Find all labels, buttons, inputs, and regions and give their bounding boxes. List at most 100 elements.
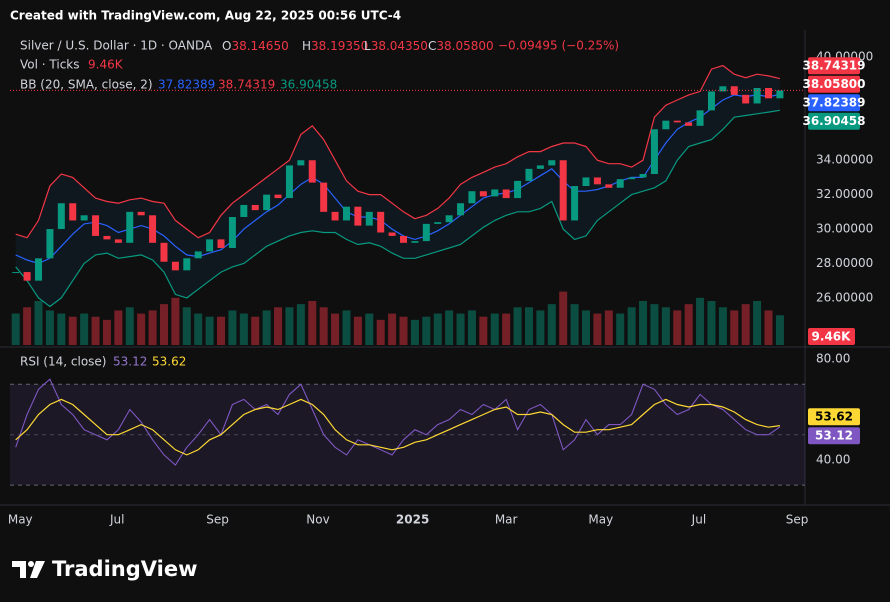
bb-upper-value: 38.74319 bbox=[218, 78, 275, 92]
volume-bar bbox=[684, 304, 693, 345]
volume-bar bbox=[308, 301, 317, 345]
volume-bar bbox=[34, 301, 43, 345]
rsi-value: 53.12 bbox=[113, 355, 147, 369]
volume-bar bbox=[502, 313, 511, 345]
x-tick-label: May bbox=[588, 513, 613, 527]
candle bbox=[525, 168, 533, 181]
volume-bar bbox=[410, 319, 419, 345]
volume-bar bbox=[217, 316, 226, 345]
volume-bar bbox=[11, 313, 20, 345]
ohlc-key: O bbox=[222, 39, 231, 53]
logo-text: TradingView bbox=[52, 557, 197, 581]
candle bbox=[673, 120, 681, 123]
candle bbox=[331, 211, 339, 221]
volume-bar bbox=[559, 291, 568, 345]
volume-bar bbox=[148, 310, 157, 345]
volume-bar bbox=[365, 313, 374, 345]
ohlc-value: 38.14650 bbox=[231, 39, 288, 53]
candle bbox=[137, 211, 145, 216]
candle bbox=[69, 203, 77, 221]
candle bbox=[57, 203, 65, 230]
volume-bar bbox=[228, 310, 237, 345]
candle bbox=[434, 222, 442, 224]
volume-legend: Vol · Ticks bbox=[20, 58, 80, 72]
candle bbox=[650, 129, 658, 175]
volume-bar bbox=[707, 301, 716, 345]
x-tick-label: Jul bbox=[109, 513, 124, 527]
candle bbox=[149, 215, 157, 243]
volume-bar bbox=[661, 307, 670, 345]
x-tick-label: Jul bbox=[691, 513, 706, 527]
price-tag bbox=[808, 75, 860, 93]
volume-bar bbox=[775, 315, 784, 345]
candle bbox=[707, 91, 715, 111]
volume-bar bbox=[182, 307, 191, 345]
price-tag bbox=[808, 427, 860, 445]
volume-bar bbox=[456, 313, 465, 345]
logo-dot bbox=[28, 561, 34, 567]
candle bbox=[468, 191, 476, 204]
volume-bar bbox=[91, 316, 100, 345]
volume-bar bbox=[239, 313, 248, 345]
volume-bar bbox=[650, 304, 659, 345]
volume-bar bbox=[262, 310, 271, 345]
volume-bar bbox=[57, 313, 66, 345]
ohlc-item: O38.14650 bbox=[222, 39, 289, 53]
volume-bar bbox=[125, 307, 134, 345]
y-tick-label: 30.00000 bbox=[816, 222, 873, 236]
volume-bar bbox=[524, 307, 533, 345]
bb-upper-line bbox=[15, 64, 781, 239]
candle bbox=[80, 215, 88, 221]
volume-bar bbox=[639, 301, 648, 345]
candle bbox=[593, 177, 601, 185]
volume-bar bbox=[388, 313, 397, 345]
candle bbox=[730, 86, 738, 95]
volume-bar bbox=[296, 304, 305, 345]
price-tag bbox=[808, 408, 860, 426]
ohlc-item: H38.19350 bbox=[302, 39, 368, 53]
candle bbox=[776, 90, 784, 99]
y-tick-label: 26.00000 bbox=[816, 290, 873, 304]
candle bbox=[685, 122, 693, 126]
ohlc-item: L38.04350 bbox=[364, 39, 428, 53]
volume-bar bbox=[331, 313, 340, 345]
candle bbox=[263, 194, 271, 211]
candle bbox=[514, 180, 522, 199]
candle bbox=[354, 206, 362, 226]
candle bbox=[400, 235, 408, 243]
candle bbox=[126, 211, 134, 243]
volume-bar bbox=[627, 307, 636, 345]
ohlc-key: L bbox=[364, 39, 371, 53]
volume-bar bbox=[376, 319, 385, 345]
candle bbox=[502, 189, 510, 199]
candle bbox=[536, 165, 544, 169]
volume-bar bbox=[171, 297, 180, 345]
rsi-legend: RSI (14, close) bbox=[20, 355, 106, 369]
candle bbox=[217, 239, 225, 248]
rsi-tick-label: 40.00 bbox=[816, 452, 850, 466]
candle bbox=[194, 251, 202, 259]
candle bbox=[742, 94, 750, 104]
volume-value: 9.46K bbox=[88, 58, 124, 72]
candle bbox=[491, 189, 499, 197]
ohlc-value: 38.19350 bbox=[311, 39, 368, 53]
candle bbox=[35, 258, 43, 281]
candle bbox=[445, 215, 453, 223]
volume-bar bbox=[114, 310, 123, 345]
candle bbox=[285, 165, 293, 199]
candle bbox=[103, 235, 111, 240]
volume-bar bbox=[68, 316, 77, 345]
logo-mark bbox=[30, 561, 45, 578]
volume-bar bbox=[353, 316, 362, 345]
candle bbox=[571, 186, 579, 221]
candle bbox=[183, 258, 191, 271]
price-tag-label: 38.74319 bbox=[802, 59, 865, 73]
price-tag-label: 37.82389 bbox=[802, 96, 865, 110]
candle bbox=[719, 86, 727, 92]
volume-bar bbox=[274, 307, 283, 345]
volume-bar bbox=[433, 313, 442, 345]
rsi-ma-line bbox=[15, 398, 780, 456]
volume-bar bbox=[764, 310, 773, 345]
